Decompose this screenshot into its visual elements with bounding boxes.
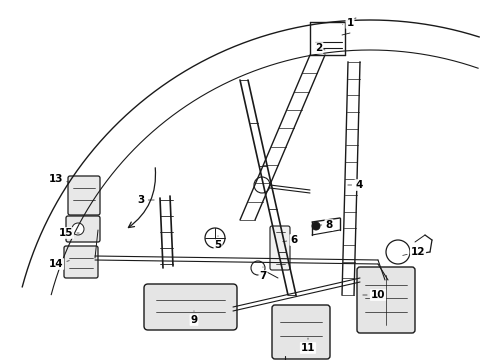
Circle shape	[251, 261, 265, 275]
Text: 7: 7	[259, 267, 267, 281]
Text: 9: 9	[191, 311, 197, 325]
Text: 4: 4	[348, 180, 363, 190]
Text: 10: 10	[363, 290, 385, 300]
Circle shape	[72, 223, 84, 235]
Text: 11: 11	[301, 338, 315, 353]
Circle shape	[312, 222, 320, 230]
Circle shape	[254, 177, 270, 193]
Circle shape	[205, 228, 225, 248]
FancyBboxPatch shape	[66, 216, 100, 242]
FancyBboxPatch shape	[357, 267, 415, 333]
FancyBboxPatch shape	[144, 284, 237, 330]
Text: 12: 12	[403, 247, 425, 257]
Text: 3: 3	[137, 195, 154, 205]
FancyBboxPatch shape	[68, 176, 100, 215]
Text: 15: 15	[59, 228, 79, 238]
FancyBboxPatch shape	[272, 305, 330, 359]
FancyBboxPatch shape	[270, 226, 290, 270]
Circle shape	[386, 240, 410, 264]
Text: 13: 13	[49, 174, 69, 184]
Text: 5: 5	[215, 236, 221, 250]
Text: 1: 1	[343, 18, 354, 28]
Text: 14: 14	[49, 259, 69, 269]
Text: 8: 8	[318, 220, 333, 230]
Text: 2: 2	[316, 43, 325, 53]
Text: 6: 6	[283, 235, 297, 245]
FancyBboxPatch shape	[64, 246, 98, 278]
